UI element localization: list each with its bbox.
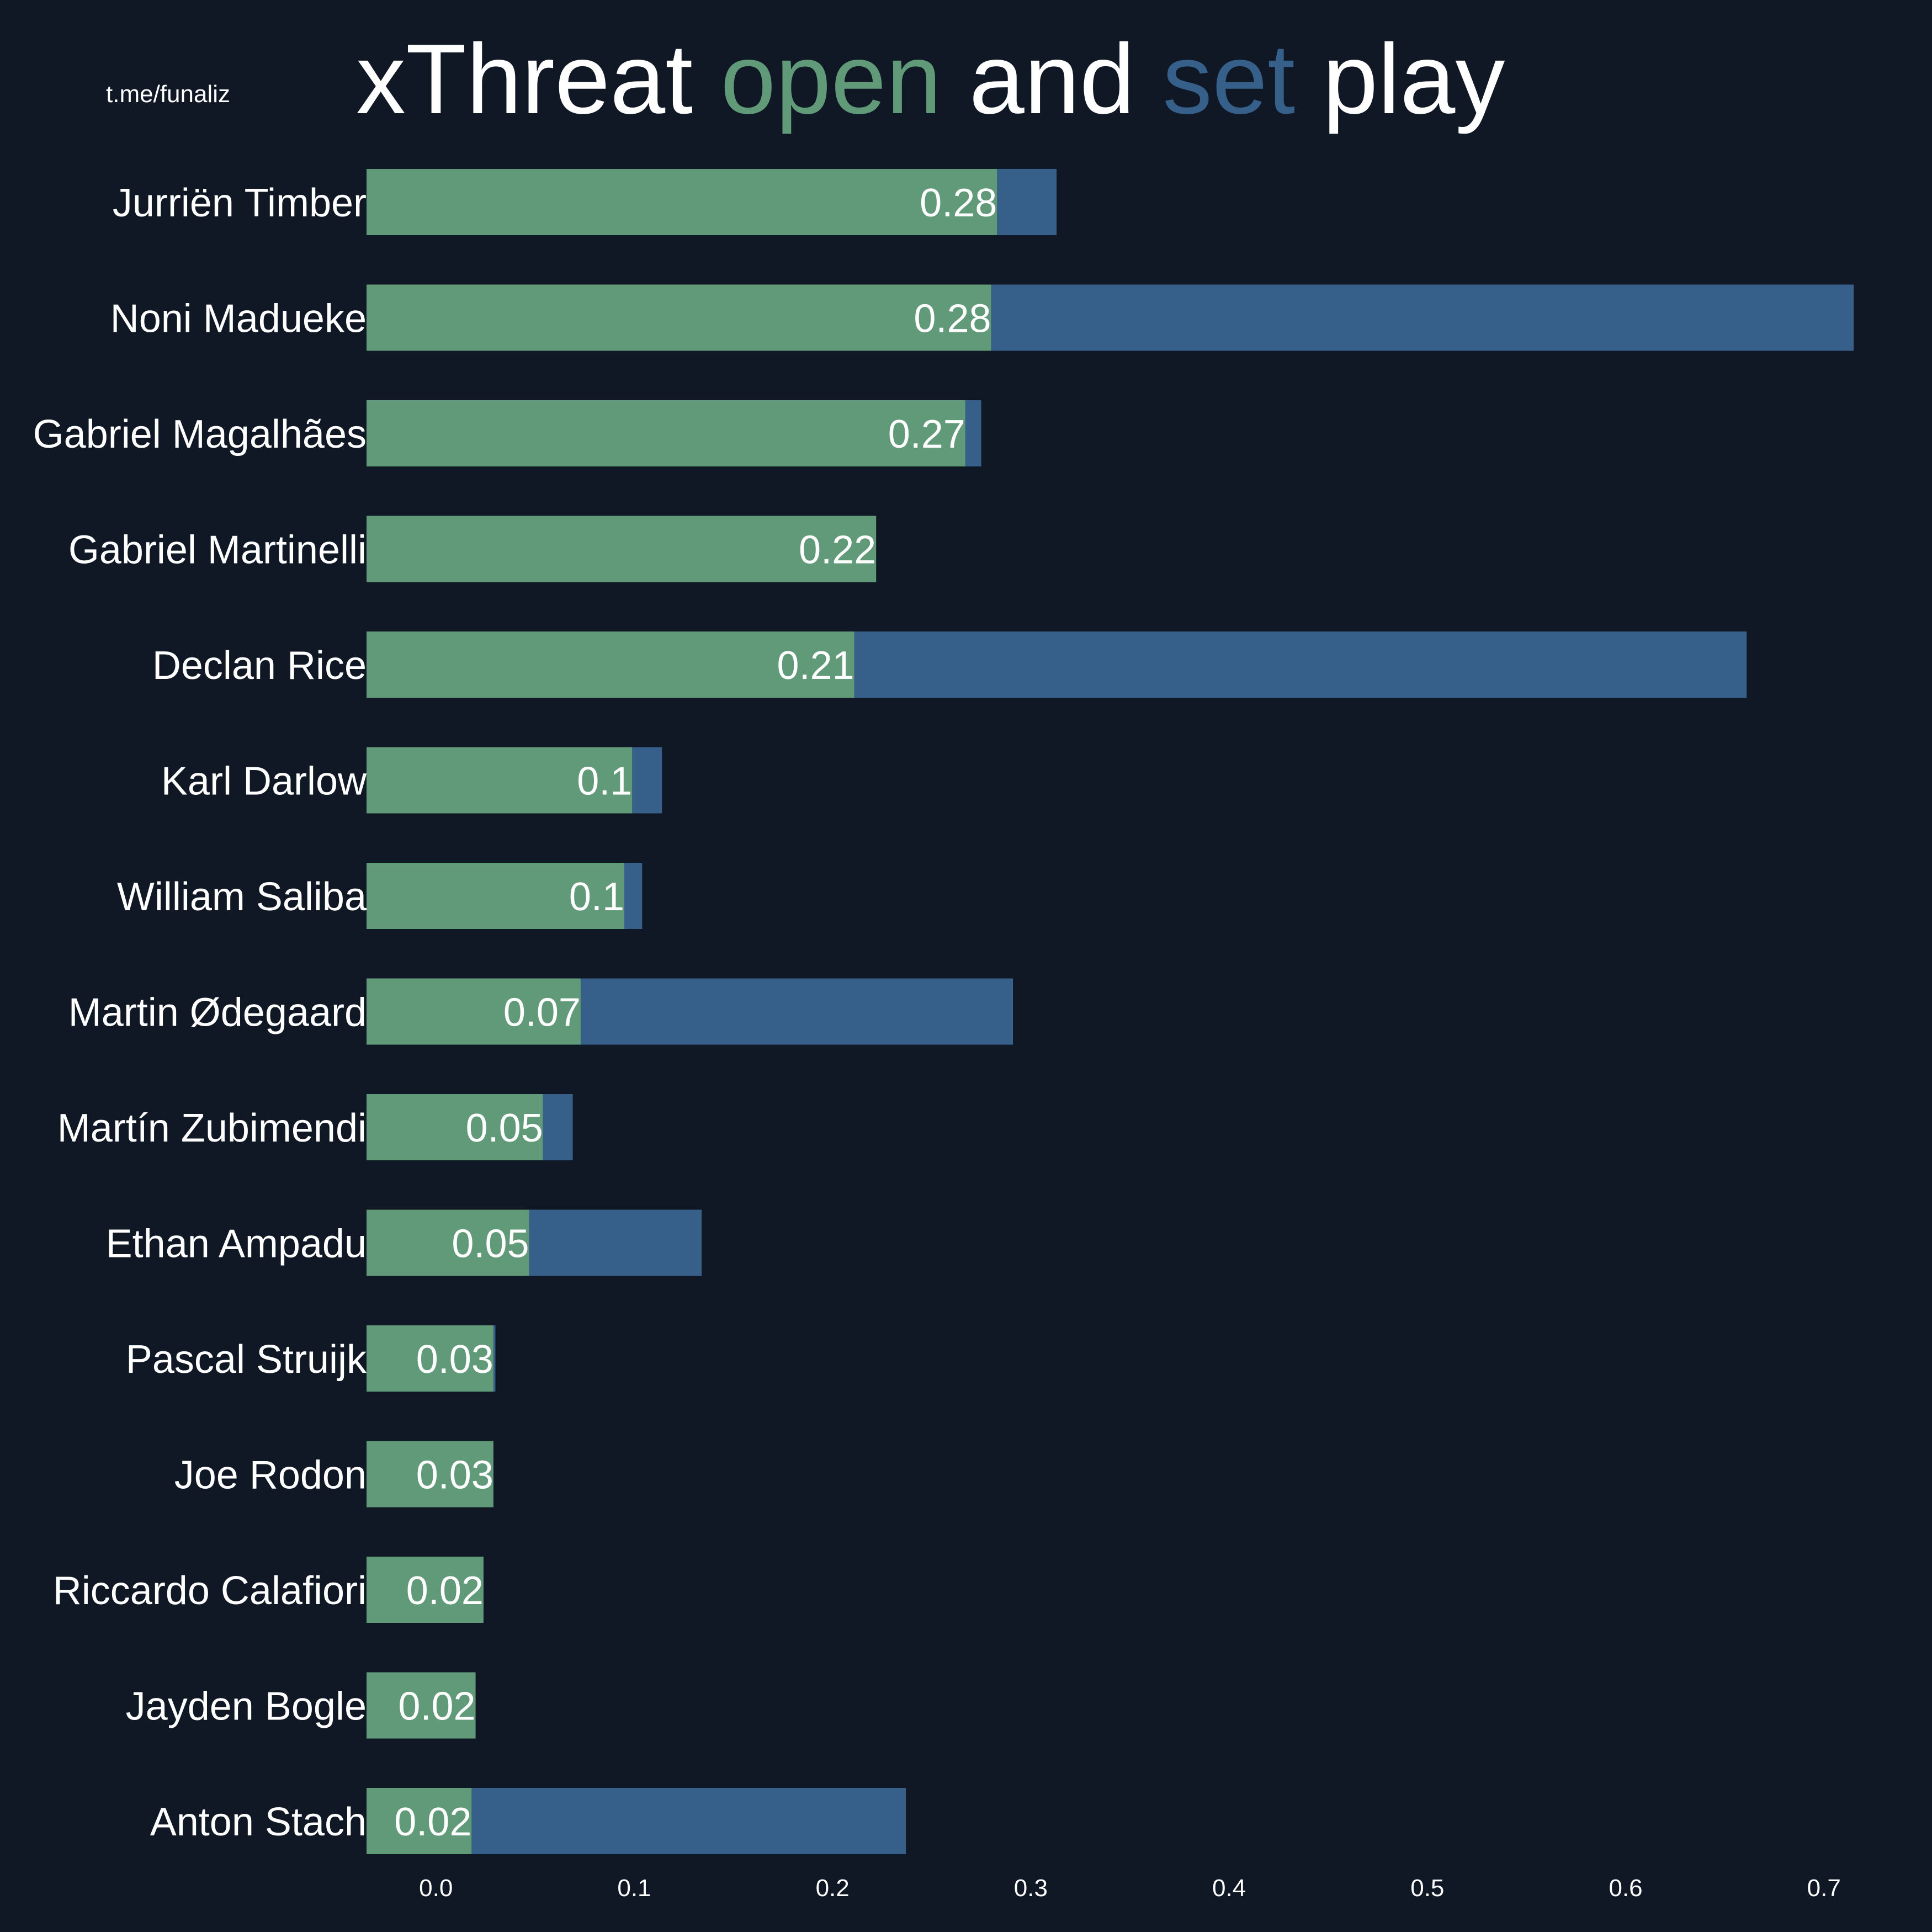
bar-open-2	[367, 400, 965, 466]
player-label-2: Gabriel Magalhães	[33, 412, 367, 457]
bar-set-6	[624, 863, 643, 929]
bar-set-14	[471, 1788, 906, 1854]
bar-set-5	[632, 747, 662, 814]
bars-layer	[367, 169, 1854, 1854]
value-label-6: 0.1	[569, 875, 624, 919]
player-label-6: William Saliba	[117, 875, 367, 919]
value-label-5: 0.1	[577, 760, 632, 804]
bar-set-2	[965, 400, 981, 466]
labels-layer: Jurriën Timber 0.28 Noni Madueke 0.28 Gabrie…	[33, 181, 997, 1844]
bar-open-1	[367, 284, 991, 351]
value-label-1: 0.28	[914, 297, 991, 341]
x-tick-label-4: 0.4	[1212, 1875, 1246, 1902]
value-label-14: 0.02	[394, 1800, 471, 1844]
bar-open-13	[367, 1672, 476, 1739]
x-tick-label-5: 0.5	[1410, 1875, 1444, 1902]
x-tick-label-0: 0.0	[419, 1875, 453, 1902]
bar-set-10	[493, 1325, 496, 1392]
x-tick-label-2: 0.2	[816, 1875, 850, 1902]
value-label-8: 0.05	[466, 1106, 543, 1150]
value-label-4: 0.21	[777, 644, 854, 688]
value-label-7: 0.07	[503, 991, 581, 1035]
player-label-14: Anton Stach	[150, 1800, 367, 1844]
value-label-12: 0.02	[406, 1569, 484, 1613]
player-label-11: Joe Rodon	[174, 1453, 367, 1498]
player-label-7: Martin Ødegaard	[68, 991, 367, 1035]
chart-title: xThreat open and set play	[356, 24, 1505, 135]
value-label-0: 0.28	[920, 181, 997, 225]
player-label-12: Riccardo Calafiori	[53, 1569, 367, 1613]
bar-open-11	[367, 1441, 493, 1508]
player-label-10: Pascal Struijk	[126, 1337, 367, 1382]
title-part-0: xThreat	[356, 24, 720, 135]
title-part-2: and	[942, 24, 1163, 135]
x-tick-label-7: 0.7	[1807, 1875, 1841, 1902]
player-label-13: Jayden Bogle	[126, 1685, 367, 1729]
player-label-1: Noni Madueke	[110, 297, 367, 341]
x-tick-label-1: 0.1	[617, 1875, 651, 1902]
player-label-3: Gabriel Martinelli	[68, 528, 367, 572]
title-part-3: set	[1163, 24, 1295, 135]
value-label-2: 0.27	[888, 412, 965, 457]
bar-open-8	[367, 1094, 543, 1160]
bar-set-8	[543, 1094, 573, 1160]
value-label-3: 0.22	[799, 528, 876, 572]
x-tick-label-6: 0.6	[1609, 1875, 1642, 1902]
bar-open-6	[367, 863, 624, 929]
player-label-8: Martín Zubimendi	[57, 1106, 367, 1150]
value-label-10: 0.03	[416, 1337, 493, 1382]
bar-open-9	[367, 1209, 529, 1276]
bar-set-0	[997, 169, 1057, 235]
player-label-4: Declan Rice	[152, 644, 367, 688]
player-label-0: Jurriën Timber	[113, 181, 367, 225]
bar-set-7	[580, 978, 1013, 1045]
bar-open-5	[367, 747, 633, 814]
bar-open-7	[367, 978, 581, 1045]
value-label-11: 0.03	[416, 1453, 493, 1498]
value-label-13: 0.02	[398, 1685, 475, 1729]
x-tick-label-3: 0.3	[1014, 1875, 1048, 1902]
bar-set-9	[529, 1209, 702, 1276]
player-label-9: Ethan Ampadu	[106, 1222, 367, 1266]
player-label-5: Karl Darlow	[161, 760, 367, 804]
title-part-1: open	[720, 24, 941, 135]
bar-open-4	[367, 631, 854, 698]
watermark: t.me/funaliz	[106, 81, 230, 108]
title-part-4: play	[1295, 24, 1505, 135]
bar-open-10	[367, 1325, 493, 1392]
bar-open-12	[367, 1557, 484, 1623]
bar-open-0	[367, 169, 997, 235]
bar-set-4	[854, 631, 1747, 698]
bar-open-3	[367, 516, 877, 582]
x-axis: 0.0 0.1 0.2 0.3 0.4 0.5 0.6 0.7	[419, 1875, 1841, 1902]
bar-open-14	[367, 1788, 472, 1854]
value-label-9: 0.05	[452, 1222, 529, 1266]
bar-set-1	[991, 284, 1854, 351]
